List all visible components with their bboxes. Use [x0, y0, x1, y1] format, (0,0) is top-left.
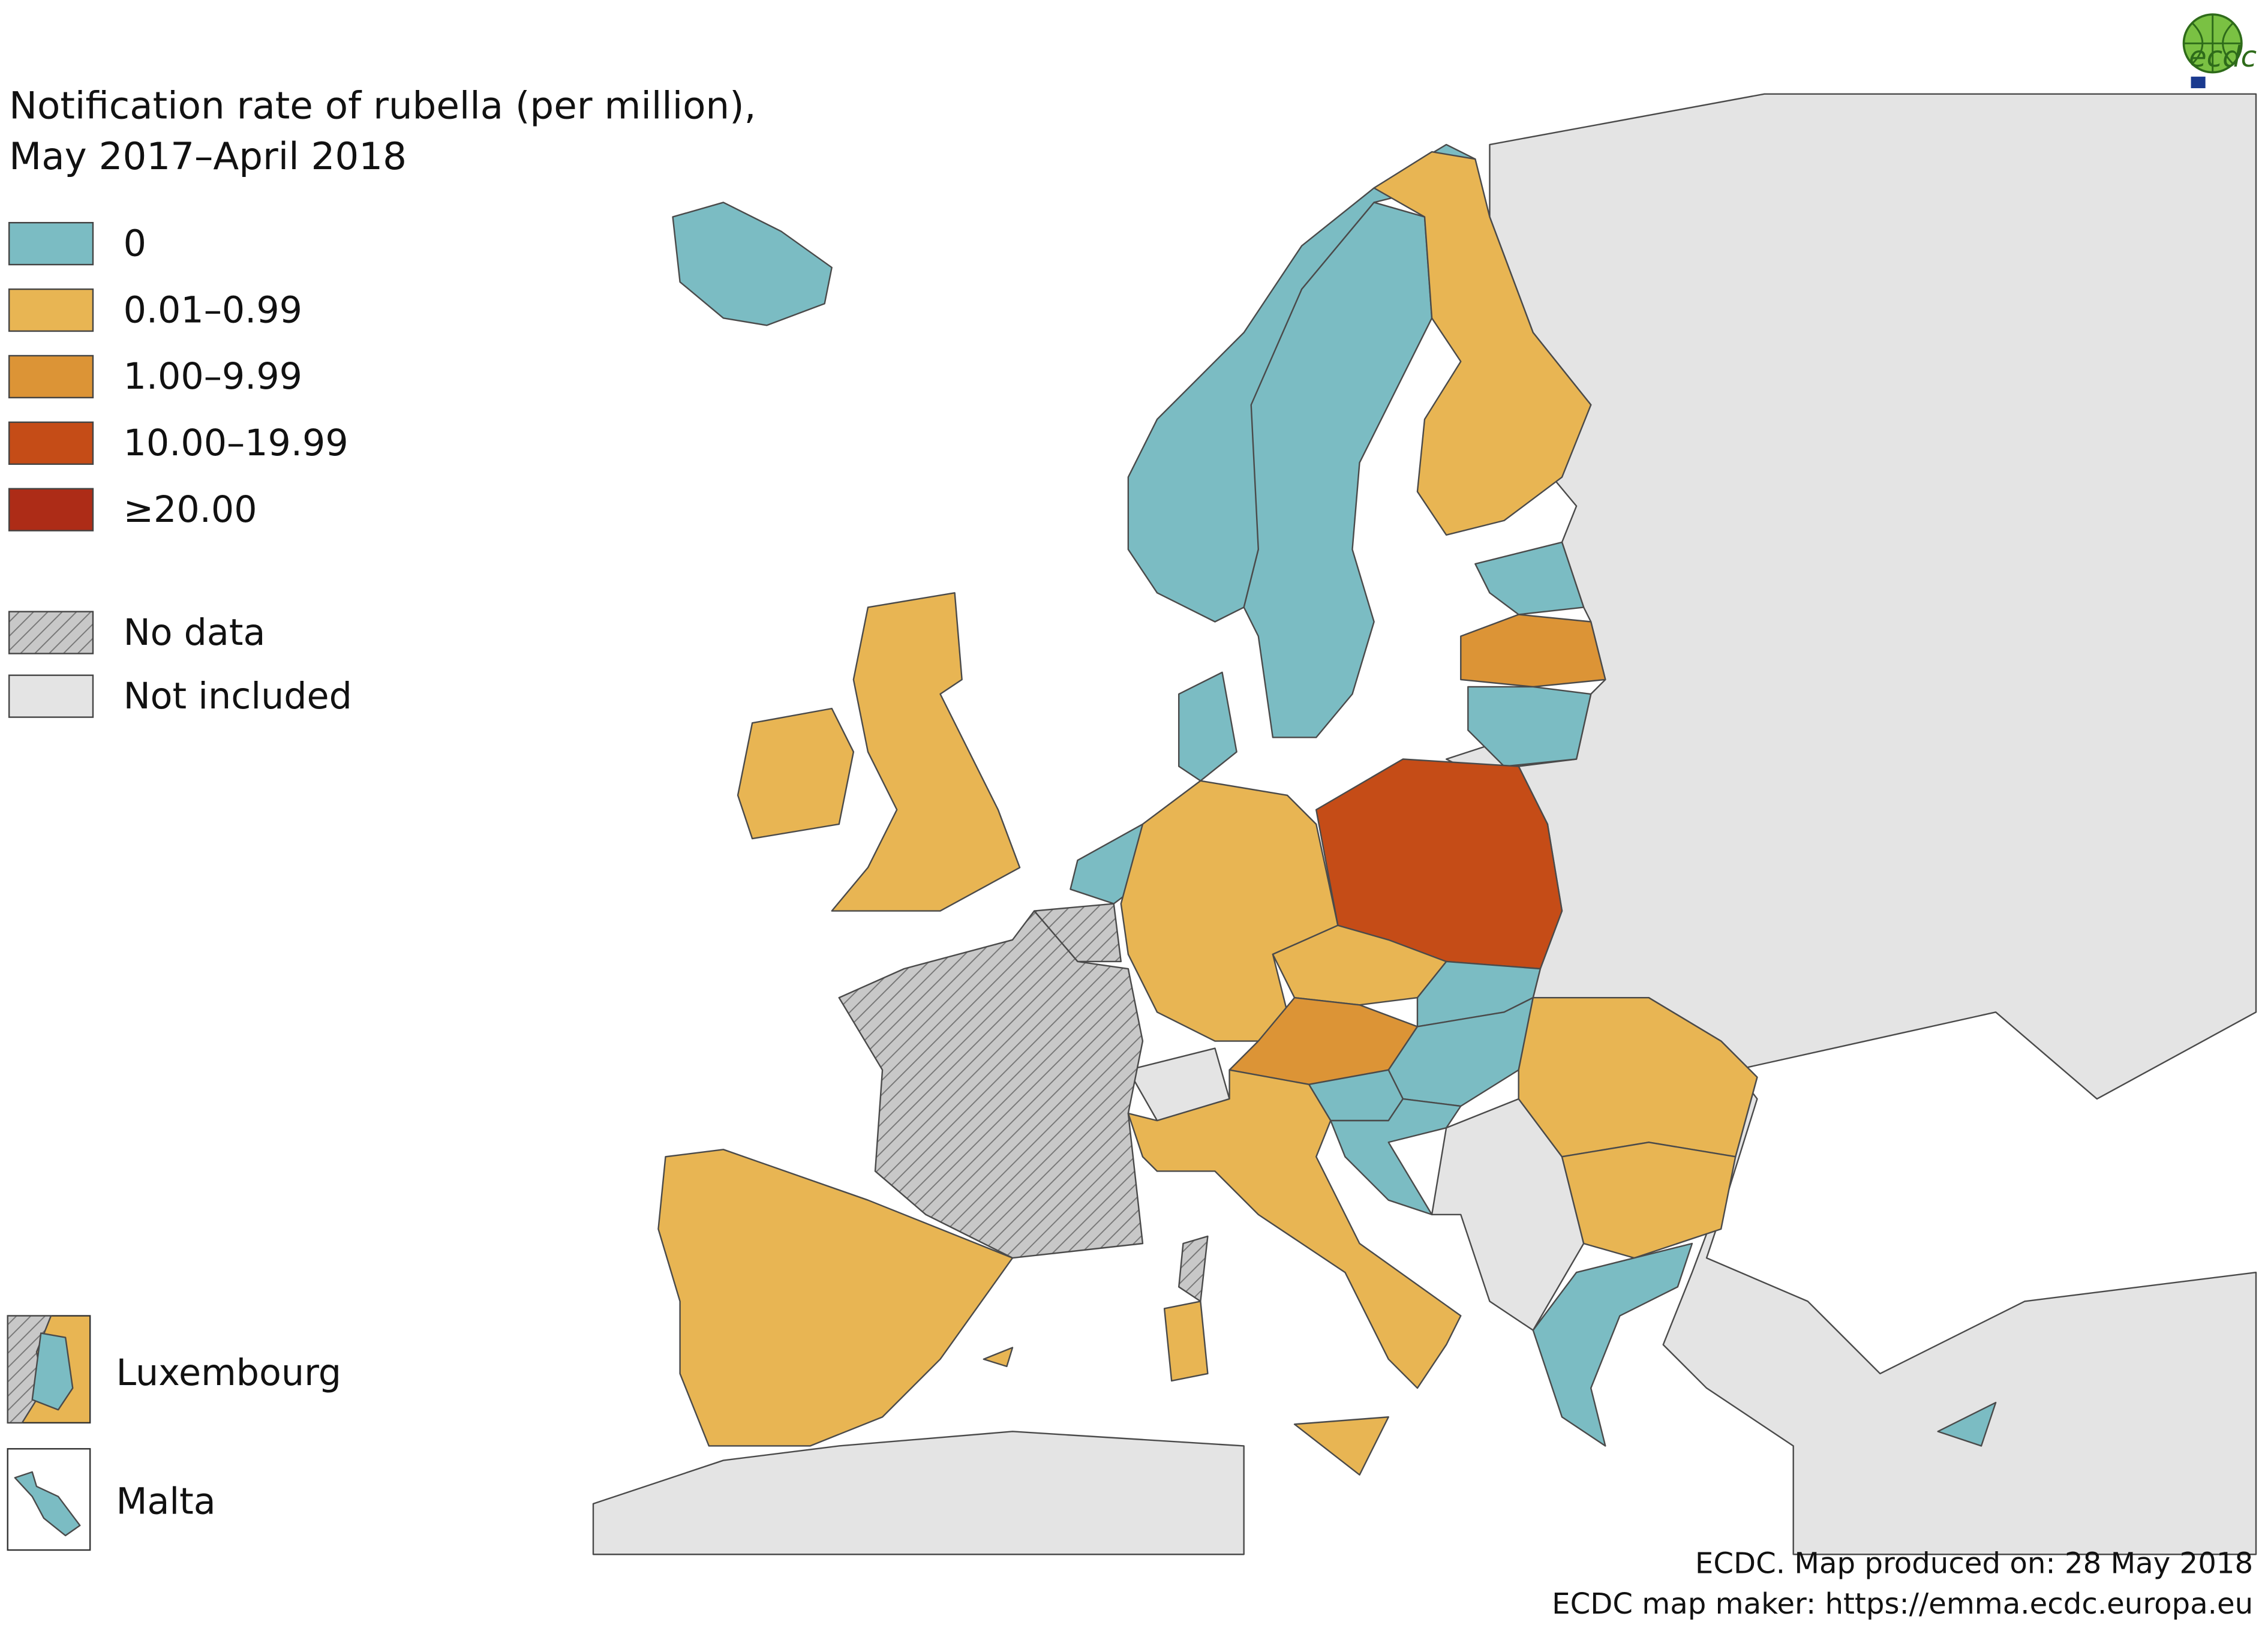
sardinia	[1163, 1300, 1209, 1382]
corsica	[1178, 1235, 1209, 1302]
legend-label: 1.00–9.99	[124, 356, 302, 398]
legend-label: Not included	[124, 675, 352, 717]
legend: 0 0.01–0.99 1.00–9.99 10.00–19.99 ≥20.00 No d…	[8, 222, 352, 718]
latvia	[1460, 614, 1606, 688]
estonia	[1474, 541, 1585, 615]
not-included-land	[592, 1431, 1245, 1555]
sicily	[1293, 1416, 1389, 1476]
croatia	[1330, 1098, 1462, 1215]
legend-swatch	[8, 421, 94, 465]
title-line: Notification rate of rubella (per millio…	[9, 84, 756, 128]
united-kingdom	[831, 592, 1021, 912]
title-line: May 2017–April 2018	[9, 134, 407, 178]
inset-label: Malta	[116, 1480, 216, 1522]
legend-swatch	[8, 355, 94, 399]
inset-label: Luxembourg	[116, 1352, 342, 1394]
logo-text: ecdc	[2189, 40, 2257, 74]
italy	[1127, 1069, 1462, 1389]
legend-label: 0.01–0.99	[124, 289, 302, 331]
iceland	[672, 202, 833, 326]
inset-country	[31, 1332, 74, 1411]
legend-swatch	[8, 611, 94, 654]
sweden	[1243, 202, 1433, 738]
greece	[1532, 1242, 1693, 1447]
inset-malta: Malta	[7, 1448, 216, 1551]
denmark	[1178, 671, 1237, 782]
legend-swatch	[8, 288, 94, 332]
legend-label: No data	[124, 612, 266, 654]
lithuania	[1467, 686, 1592, 767]
footer-line: ECDC map maker: https://emma.ecdc.europa…	[1552, 1587, 2253, 1621]
balearic-islands	[983, 1347, 1014, 1368]
legend-swatch	[8, 488, 94, 531]
cyprus	[1937, 1401, 1997, 1447]
legend-label: 10.00–19.99	[124, 422, 349, 464]
ireland	[737, 707, 855, 840]
spain-portugal	[657, 1149, 1014, 1447]
eu-flag	[2191, 76, 2206, 89]
bulgaria	[1561, 1142, 1737, 1259]
france	[838, 910, 1144, 1259]
footer-line: ECDC. Map produced on: 28 May 2018	[1695, 1547, 2253, 1581]
legend-swatch	[8, 674, 94, 718]
legend-label: 0	[124, 223, 146, 265]
logo-grid	[2183, 14, 2242, 73]
countries	[592, 93, 2257, 1555]
inset-luxembourg: Luxembourg	[7, 1315, 342, 1424]
logo: ecdc	[2182, 13, 2257, 89]
legend-label: ≥20.00	[124, 489, 257, 531]
inset-country	[14, 1471, 81, 1537]
legend-swatch	[8, 222, 94, 266]
finland	[1373, 151, 1592, 536]
